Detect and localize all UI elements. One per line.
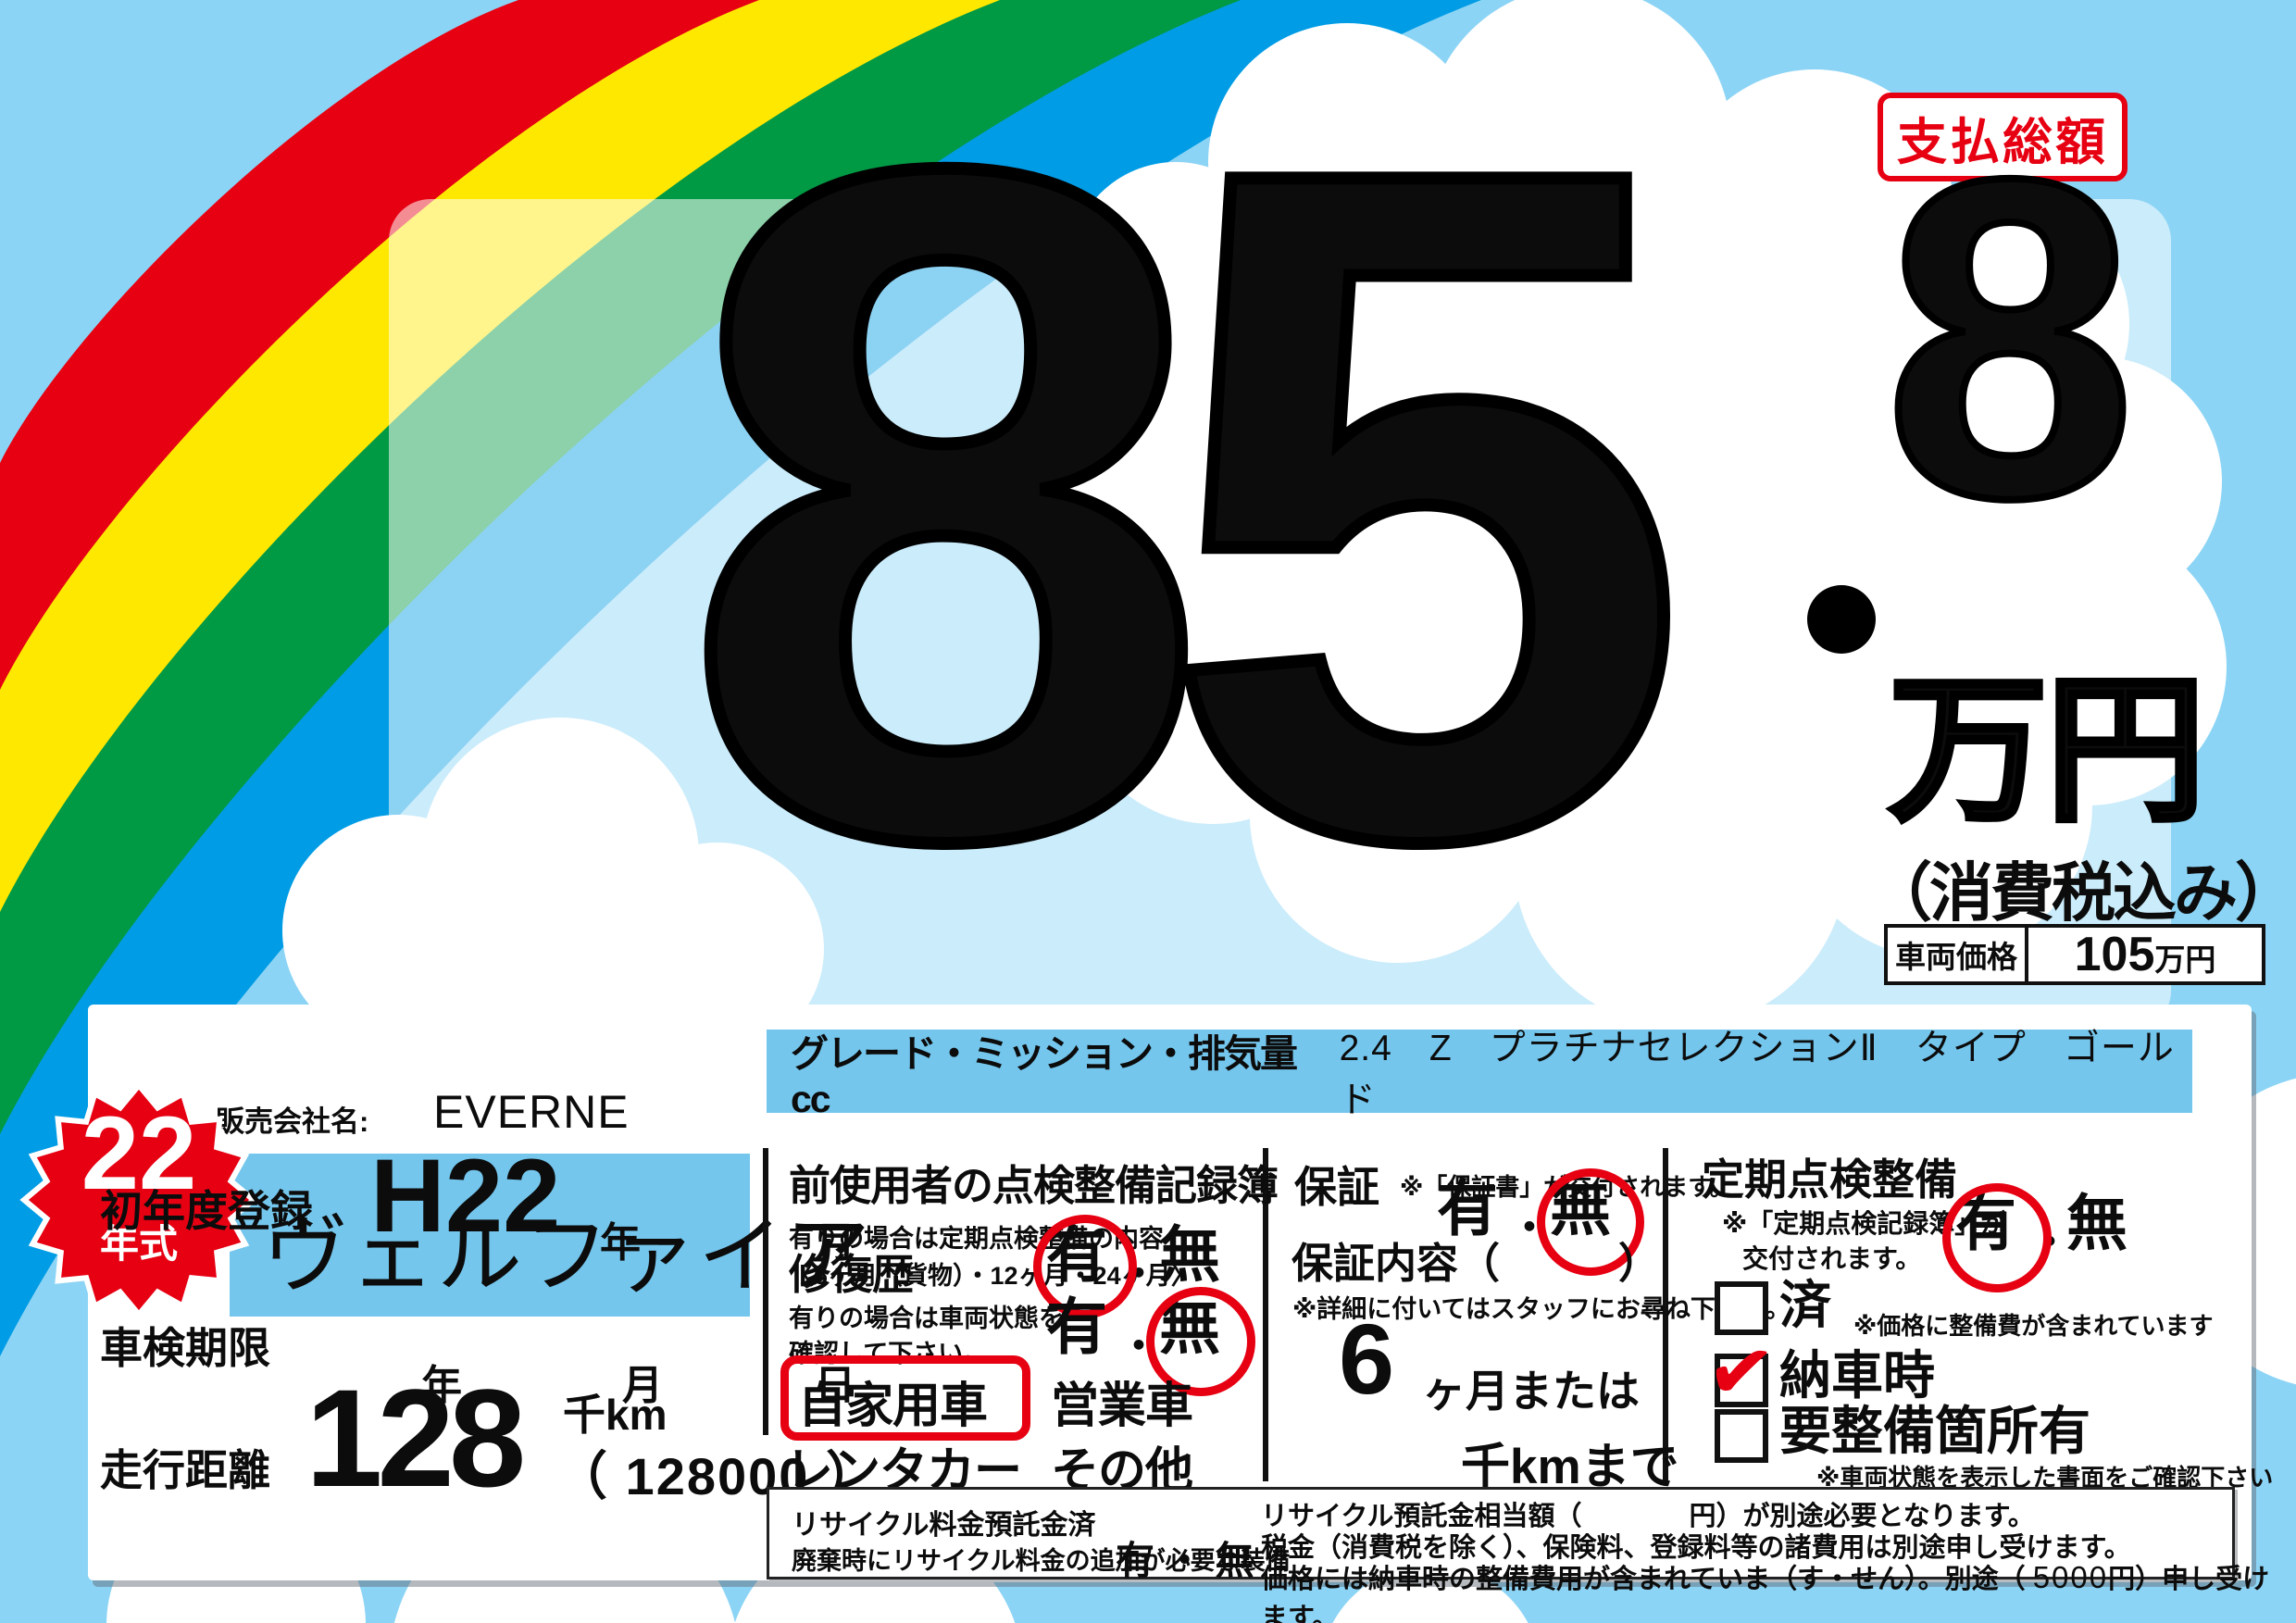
mileage-unit: 千km	[563, 1391, 668, 1439]
red-check-icon: ✔	[1703, 1324, 1778, 1420]
model-name: ヴェルファイア	[263, 1209, 873, 1304]
warranty-months-suffix: ヶ月または	[1422, 1367, 1640, 1416]
registration-label: 初年度登録	[100, 1187, 313, 1235]
divider-2	[1263, 1148, 1268, 1481]
model-name-bar	[230, 1154, 750, 1317]
recycle-line1: リサイクル預託金相当額（ 円）が別途必要となります。	[1261, 1502, 2035, 1531]
recycle-line2: 税金（消費税を除く）、保険料、登録料等の諸費用は別途申し受けます。	[1261, 1533, 2131, 1563]
model-year-suffix: 年式	[99, 1222, 178, 1266]
inspection-year-char: 年	[421, 1363, 462, 1408]
vehicle-price-value-cell: 105 万円	[2028, 928, 2262, 981]
divider-3	[1663, 1148, 1668, 1481]
recycle-line3-value: 5000	[2032, 1560, 2109, 1594]
usage-commercial: 営業車	[1051, 1380, 1193, 1433]
inspection-month-char: 月	[622, 1363, 663, 1408]
periodic-note2: 交付されます。	[1742, 1244, 1922, 1273]
dealer-name: EVERNE	[433, 1086, 630, 1138]
checkbox-done	[1715, 1281, 1768, 1335]
record-book-title: 前使用者の点検整備記録簿	[789, 1162, 1279, 1209]
checkbox-needs-maintenance	[1715, 1409, 1768, 1463]
periodic-title: 定期点検整備	[1702, 1155, 1957, 1204]
warranty-staff-note: ※詳細に付いてはスタッフにお尋ね下さい。	[1292, 1295, 1791, 1323]
total-payment-label: 支払総額	[1897, 114, 2108, 170]
vehicle-price-unit: 万円	[2154, 943, 2216, 977]
periodic-yes-circle-icon	[1942, 1183, 2052, 1292]
recycle-line3: 価格には納車時の整備費用が含まれていま（す・せん）。別途（ 5000円）申し受け…	[1261, 1557, 2296, 1623]
warranty-months-value: 6	[1339, 1303, 1395, 1415]
record-book-yes-circle-icon	[1033, 1215, 1137, 1318]
warranty-content-close: ）	[1618, 1240, 1661, 1287]
warranty-km-suffix: 千kmまで	[1461, 1440, 1679, 1494]
repair-history-title: 修復歴	[789, 1251, 915, 1298]
registration-year-char: 年	[600, 1220, 641, 1266]
periodic-delivery-label: 納車時	[1779, 1346, 1935, 1405]
periodic-done-note: ※価格に整備費が含まれています	[1853, 1312, 2214, 1340]
grade-label: グレード・ミッション・排気量cc	[791, 1031, 1298, 1120]
vehicle-price-label: 車両価格	[1888, 928, 2028, 981]
price-integer: 85	[674, 0, 1697, 1037]
usage-private: 自家用車	[798, 1380, 988, 1433]
grade-value: 2.4 Z プラチナセレクションⅡ タイプ ゴールド	[1339, 1029, 2175, 1120]
periodic-no: 無	[2066, 1189, 2128, 1257]
dealer-label: 販売会社名:	[216, 1105, 369, 1138]
warranty-no-circle-icon	[1537, 1168, 1644, 1276]
recycle-paid-label: リサイクル料金預託金済	[792, 1510, 1096, 1541]
usage-private-red-box-icon	[780, 1355, 1030, 1441]
price-decimal: 8	[1880, 84, 2140, 592]
price-tax-note: （消費税込み）	[1868, 857, 2296, 929]
cloud-right	[995, 0, 2227, 1028]
warranty-content-open: 保証内容（	[1292, 1240, 1501, 1287]
inspection-label: 車検期限	[100, 1324, 270, 1372]
record-book-no: 無	[1159, 1220, 1220, 1289]
warranty-yes: 有	[1437, 1174, 1498, 1242]
periodic-done-label: 済	[1779, 1276, 1831, 1334]
repair-history-note1: 有りの場合は車両状態を	[789, 1305, 1064, 1332]
total-payment-badge: 支払総額	[1878, 93, 2128, 181]
recycle-box	[767, 1487, 2235, 1579]
price-decimal-point-icon	[1807, 585, 1876, 654]
mileage-label: 走行距離	[100, 1446, 270, 1494]
repair-history-yes: 有	[1046, 1292, 1107, 1361]
checkbox-delivery	[1715, 1354, 1768, 1407]
warranty-title: 保証	[1294, 1163, 1379, 1211]
registration-value: H22	[370, 1138, 561, 1254]
recycle-line3-pre: 価格には納車時の整備費用が含まれていま（す・せん）。別途（	[1261, 1565, 2033, 1594]
model-year-value: 22	[81, 1095, 197, 1211]
grade-bar: グレード・ミッション・排気量cc 2.4 Z プラチナセレクションⅡ タイプ ゴ…	[767, 1029, 2192, 1120]
recycle-yes-no: 有 ・ 無	[1116, 1539, 1254, 1582]
vehicle-price-box: 車両価格 105 万円	[1884, 924, 2265, 985]
inspection-day-char: 日	[815, 1363, 855, 1408]
model-year-badge-icon	[19, 1080, 258, 1319]
recycle-add-label: 廃棄時にリサイクル料金の追加が必要な装備	[792, 1547, 1291, 1575]
mileage-value: 128	[306, 1360, 526, 1516]
recycle-line3-post: 円）申し受けます。	[1261, 1565, 2270, 1623]
periodic-needs-label: 要整備箇所有	[1779, 1402, 2090, 1460]
price-unit: 万円	[1887, 662, 2208, 840]
repair-history-no-circle-icon	[1146, 1287, 1255, 1396]
rainbow-icon	[0, 0, 1481, 1356]
divider-1	[763, 1148, 768, 1435]
vehicle-price-value: 105	[2074, 928, 2155, 981]
registration-month-char: 月	[815, 1220, 855, 1266]
